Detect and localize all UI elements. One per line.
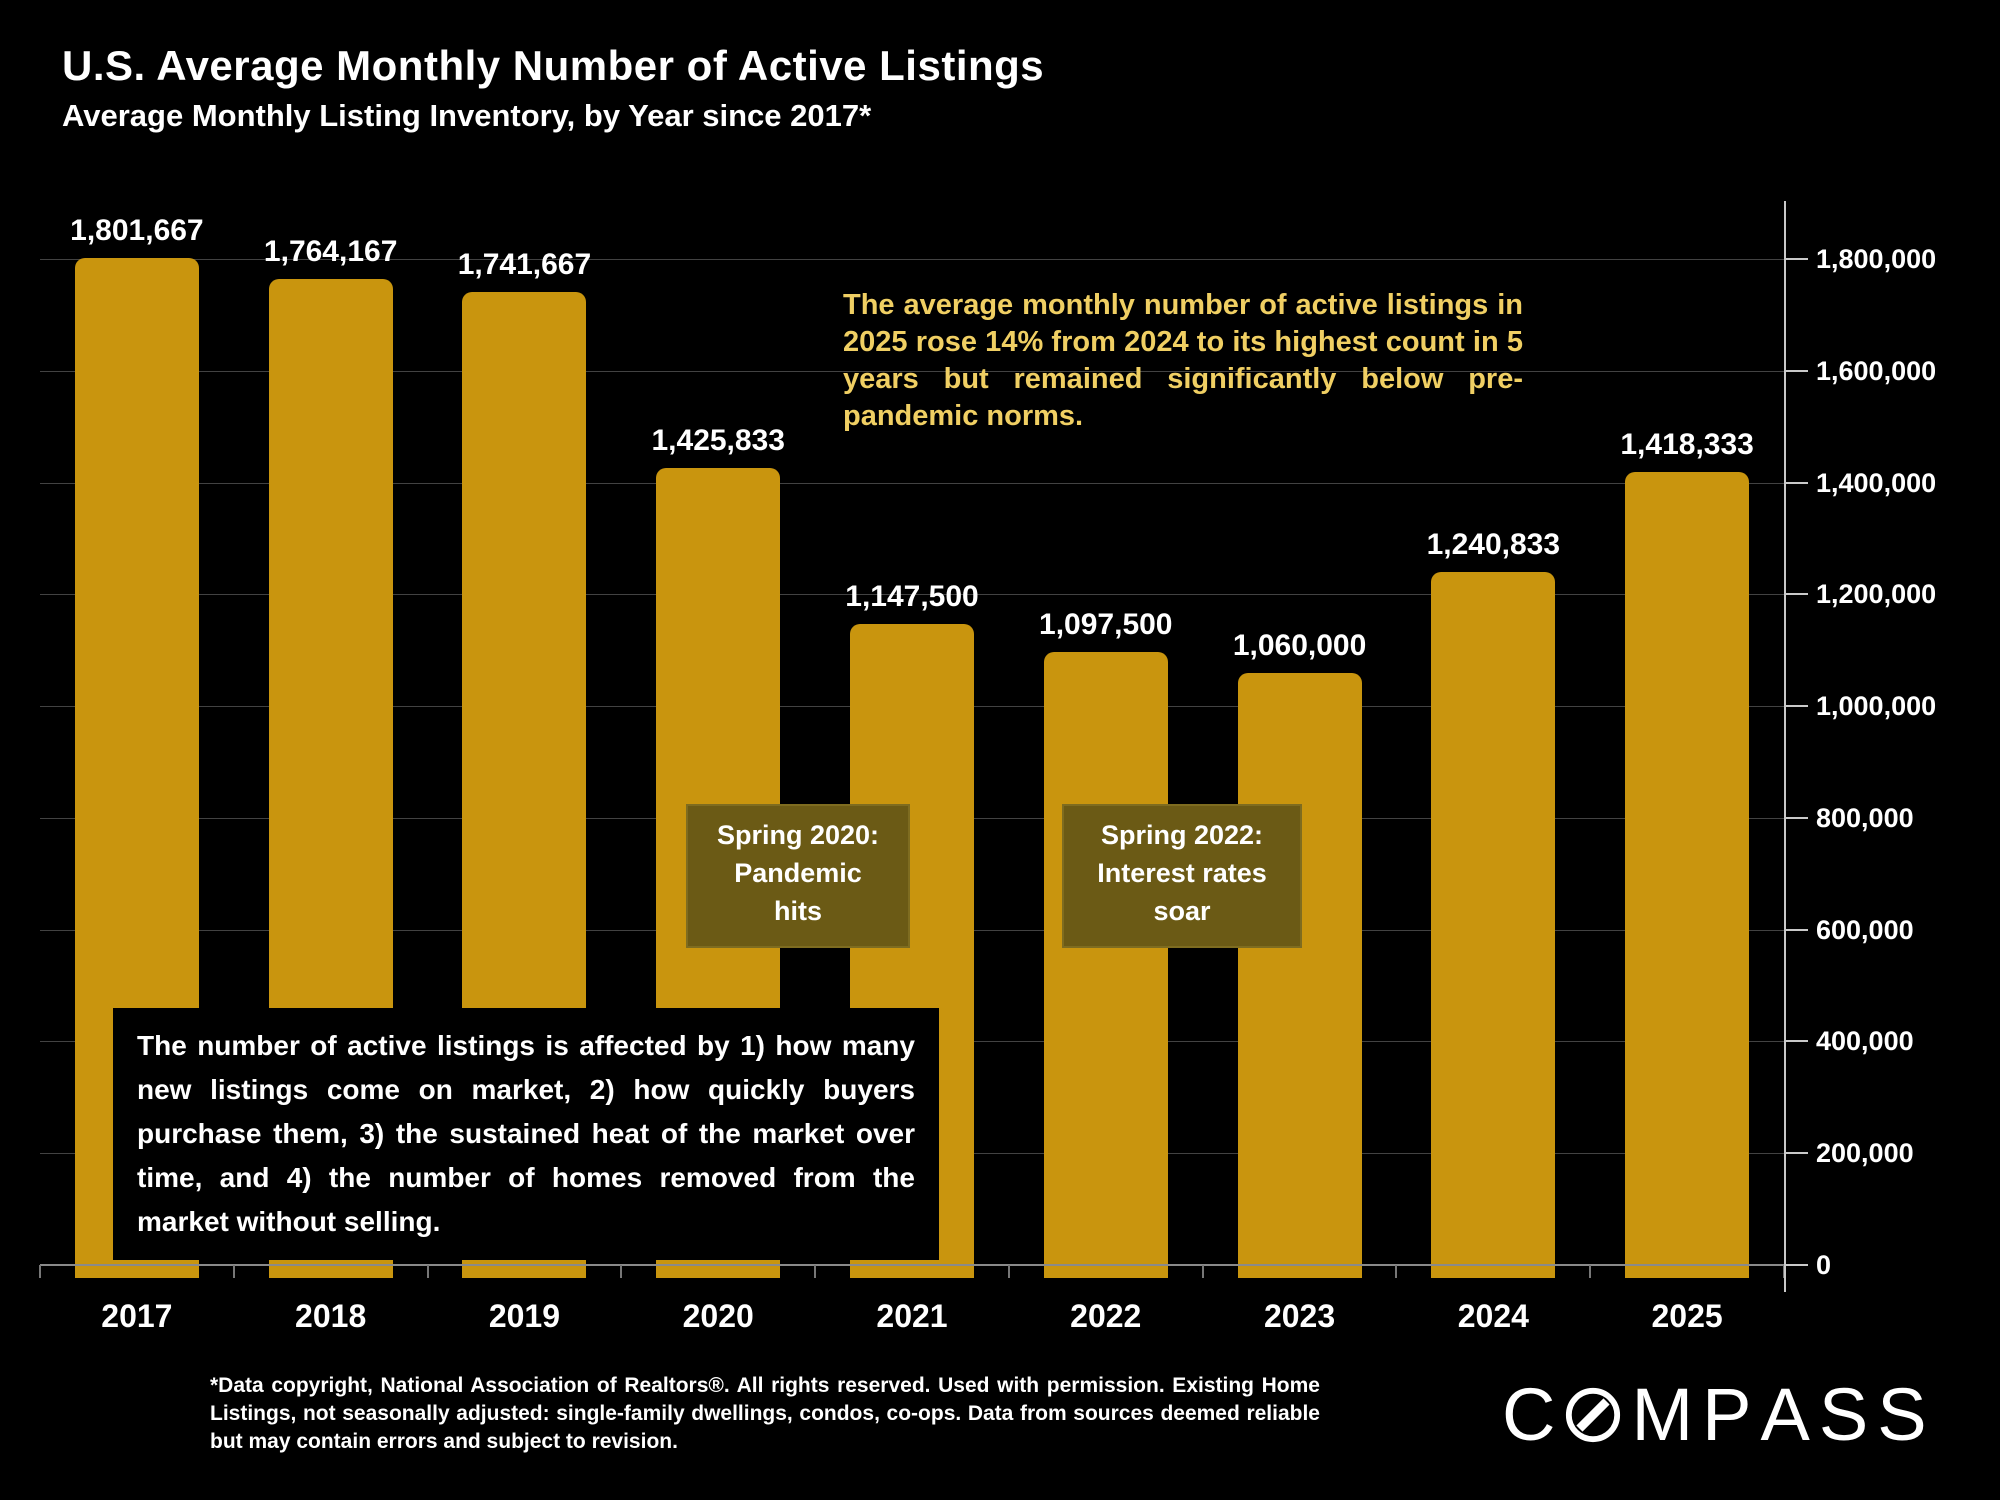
y-axis-label-800000: 800,000 (1816, 802, 1914, 833)
y-axis-tick-0 (1784, 1264, 1808, 1266)
y-axis-label-1400000: 1,400,000 (1816, 467, 1937, 498)
logo-letter: C (1502, 1373, 1556, 1456)
callout-spring-2022: Spring 2022: Interest rates soar (1062, 804, 1302, 948)
x-axis-tick (426, 1265, 429, 1278)
x-axis-tick (232, 1265, 235, 1278)
y-axis-label-200000: 200,000 (1816, 1138, 1914, 1169)
bar-value-label-2025: 1,418,333 (1620, 428, 1754, 462)
x-axis-label-2025: 2025 (1651, 1298, 1723, 1334)
callout-spring-2020: Spring 2020: Pandemic hits (686, 804, 910, 948)
compass-o-icon (1566, 1387, 1621, 1443)
x-axis-label-2018: 2018 (295, 1298, 367, 1334)
y-axis-tick-200000 (1784, 1152, 1808, 1155)
y-axis-label-1000000: 1,000,000 (1816, 691, 1937, 722)
gridline-1200000 (40, 594, 1784, 596)
bar-2023 (1237, 672, 1362, 1278)
gridline-1600000 (40, 370, 1784, 372)
logo-letter: M (1631, 1373, 1694, 1456)
bar-value-label-2018: 1,764,167 (263, 235, 398, 269)
bar-value-label-2024: 1,240,833 (1426, 527, 1561, 561)
y-axis-label-0: 0 (1816, 1250, 1832, 1280)
y-axis-tick-1200000 (1784, 593, 1808, 596)
x-axis-label-2024: 2024 (1457, 1298, 1529, 1334)
bar-2025 (1625, 472, 1750, 1278)
y-axis-tick-400000 (1784, 1040, 1808, 1043)
bar-2022 (1043, 651, 1168, 1278)
bar-value-label-2019: 1,741,667 (457, 247, 592, 281)
y-axis-tick-1800000 (1784, 258, 1808, 260)
page-subtitle: Average Monthly Listing Inventory, by Ye… (62, 98, 872, 133)
info-box: The number of active listings is affecte… (113, 1008, 939, 1260)
logo-letter: S (1877, 1373, 1927, 1456)
y-axis-tick-1600000 (1784, 369, 1808, 372)
y-axis-label-600000: 600,000 (1816, 914, 1914, 945)
x-axis-tick (1395, 1265, 1398, 1278)
x-axis-label-2017: 2017 (101, 1298, 173, 1334)
bar-2024 (1431, 571, 1556, 1278)
x-axis-tick (814, 1265, 817, 1278)
x-axis-tick (1589, 1265, 1592, 1278)
insight-annotation: The average monthly number of active lis… (843, 289, 1523, 432)
logo-letter: S (1818, 1373, 1869, 1456)
logo-letter: P (1702, 1373, 1752, 1456)
logo-letter: A (1760, 1373, 1810, 1456)
bar-value-label-2023: 1,060,000 (1232, 628, 1367, 662)
footnote: *Data copyright, National Association of… (210, 1374, 1320, 1453)
x-axis-baseline (40, 1264, 1784, 1266)
y-axis-tick-1000000 (1784, 705, 1808, 708)
x-axis-label-2021: 2021 (876, 1298, 948, 1334)
x-axis-tick (620, 1265, 623, 1278)
gridline-1400000 (40, 482, 1784, 484)
x-axis-tick (1007, 1265, 1010, 1278)
x-axis-tick (39, 1265, 41, 1278)
gridline-1800000 (40, 259, 1784, 260)
y-axis-label-1800000: 1,800,000 (1816, 244, 1937, 274)
y-axis-tick-600000 (1784, 928, 1808, 931)
x-axis-label-2023: 2023 (1263, 1298, 1336, 1334)
x-axis-label-2022: 2022 (1070, 1298, 1142, 1334)
page-title: U.S. Average Monthly Number of Active Li… (62, 42, 1045, 89)
x-axis-tick (1201, 1265, 1204, 1278)
bar-value-label-2022: 1,097,500 (1039, 607, 1173, 641)
bar-value-label-2021: 1,147,500 (845, 579, 979, 613)
y-axis-label-400000: 400,000 (1816, 1026, 1914, 1057)
y-axis-line (1784, 201, 1786, 1292)
bar-value-label-2017: 1,801,667 (70, 214, 204, 248)
y-axis-label-1600000: 1,600,000 (1816, 355, 1937, 386)
bar-value-label-2020: 1,425,833 (651, 424, 785, 458)
x-axis-label-2019: 2019 (488, 1298, 561, 1334)
x-axis-label-2020: 2020 (682, 1298, 754, 1334)
y-axis-tick-1400000 (1784, 481, 1808, 484)
y-axis-label-1200000: 1,200,000 (1816, 579, 1937, 610)
y-axis-tick-800000 (1784, 816, 1808, 819)
